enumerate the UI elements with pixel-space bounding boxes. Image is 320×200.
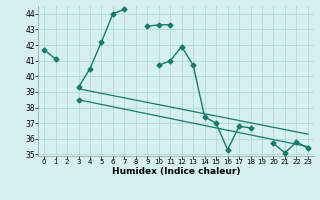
X-axis label: Humidex (Indice chaleur): Humidex (Indice chaleur): [112, 167, 240, 176]
